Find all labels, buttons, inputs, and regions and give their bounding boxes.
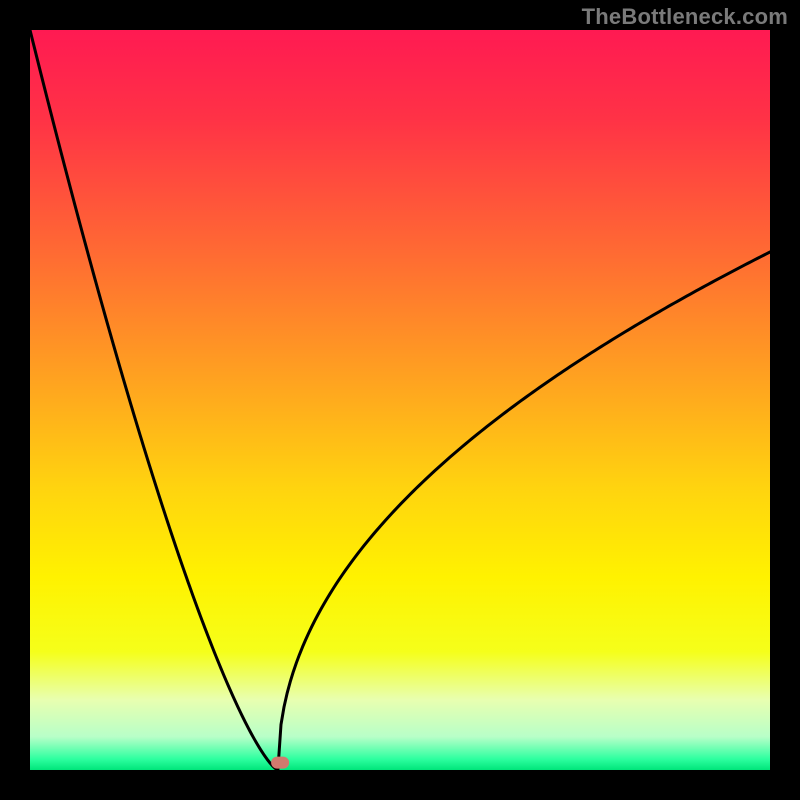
optimum-marker <box>271 757 289 769</box>
attribution-label: TheBottleneck.com <box>582 4 788 30</box>
bottleneck-chart <box>0 0 800 800</box>
plot-background <box>30 30 770 770</box>
chart-container: TheBottleneck.com <box>0 0 800 800</box>
